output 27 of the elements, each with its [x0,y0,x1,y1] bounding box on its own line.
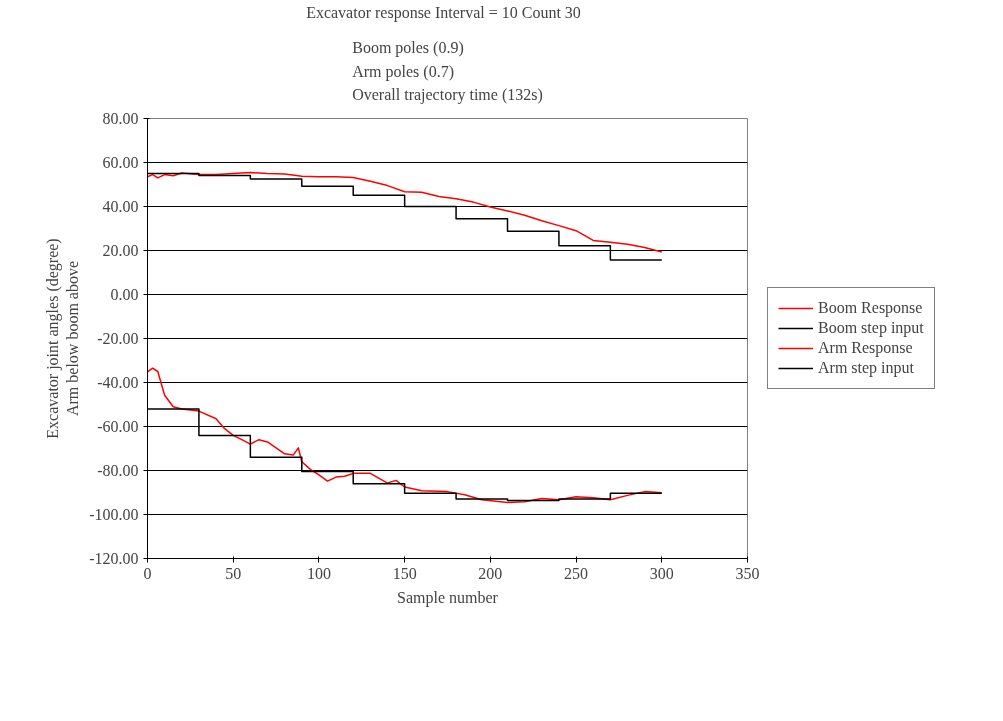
x-tick-label: 250 [564,564,589,582]
chart-title: Excavator response Interval = 10 Count 30 [306,3,581,22]
x-tick-label: 200 [478,564,503,582]
y-tick-label: 60.00 [102,154,139,171]
x-tick-label: 0 [143,564,152,582]
legend-label: Arm Response [818,339,913,357]
chart-subtitle: Boom poles (0.9) Arm poles (0.7) Overall trajectory time (132s) [352,38,543,105]
y-tick-label: 20.00 [102,242,139,259]
y-tick-label: -120.00 [89,550,139,567]
y-tick-label: 80.00 [102,110,139,127]
y-axis-title: Excavator joint angles (degree) Arm below boom above [43,238,82,439]
y-tick-label: -100.00 [89,506,139,523]
y-tick-label: 40.00 [102,198,139,215]
legend-label: Boom Response [818,299,923,317]
legend-label: Boom step input [818,319,924,337]
x-tick-label: 50 [225,564,242,582]
x-tick-label: 350 [735,564,760,582]
y-tick-label: 0.00 [110,286,139,303]
x-axis-title: Sample number [397,588,499,607]
y-tick-label: -20.00 [97,330,139,347]
y-tick-label: -80.00 [97,462,139,479]
y-tick-label: -40.00 [97,374,139,391]
y-tick-label: -60.00 [97,418,139,435]
legend-label: Arm step input [818,359,914,377]
x-tick-label: 150 [392,564,417,582]
x-tick-label: 100 [306,564,331,582]
x-tick-label: 300 [649,564,674,582]
